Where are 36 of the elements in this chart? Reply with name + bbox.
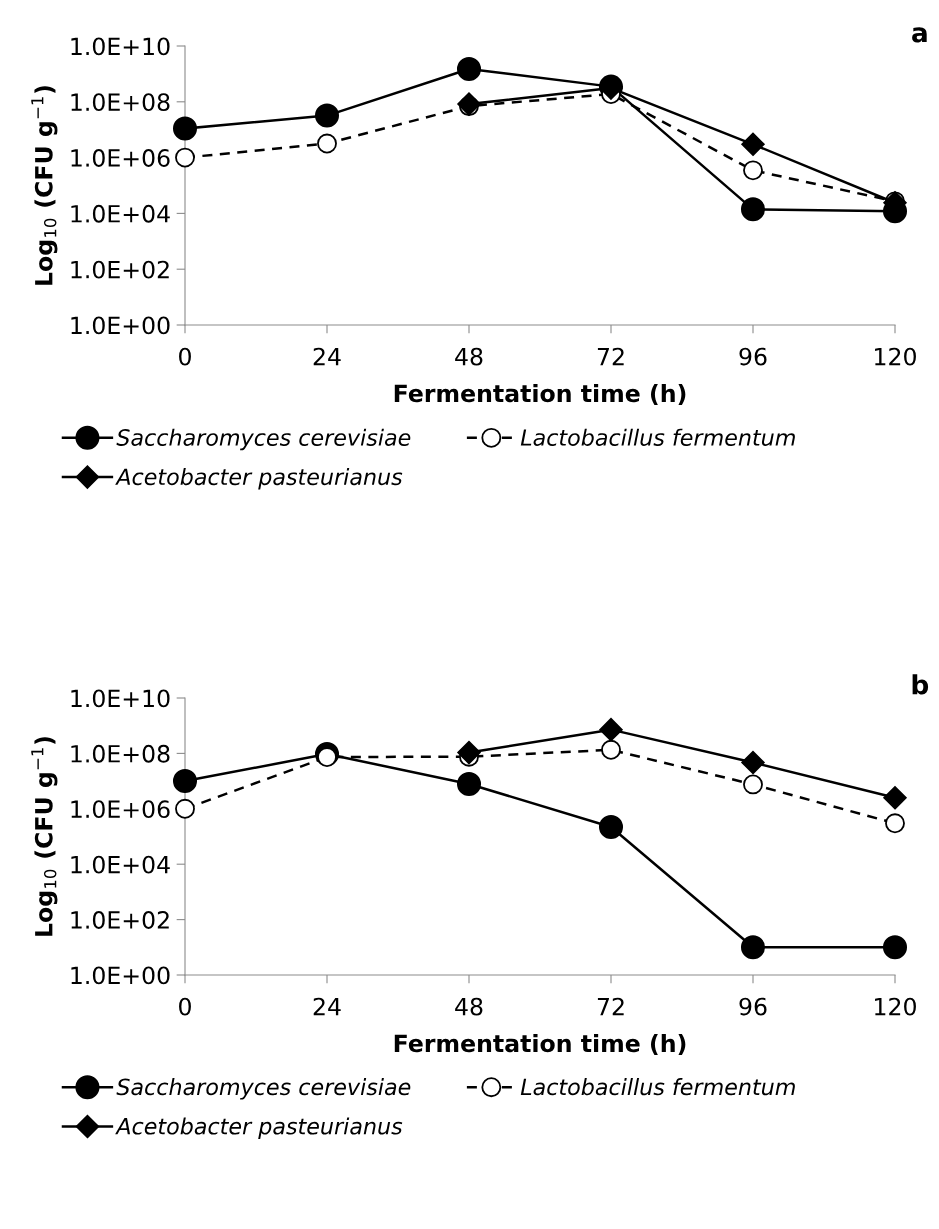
y-tick-label: 1.0E+04 — [71, 204, 170, 223]
y-tick-label: 1.0E+04 — [71, 855, 170, 874]
y-tick-label: 1.0E+00 — [71, 316, 170, 335]
x-tick-label: 96 — [739, 997, 767, 1016]
y-tick-label: 1.0E+06 — [71, 800, 170, 819]
x-tick-label: 24 — [313, 997, 341, 1016]
legend-label: Acetobacter pasteurianus — [115, 467, 403, 490]
x-tick-label: 0 — [179, 347, 191, 366]
x-tick-label: 48 — [455, 347, 483, 366]
x-tick-label: 72 — [597, 997, 624, 1016]
x-tick-label: 120 — [875, 347, 916, 366]
x-tick-label: 0 — [179, 997, 191, 1016]
text: a — [912, 27, 927, 43]
y-tick-label: 1.0E+02 — [71, 260, 169, 279]
y-tick-label: 1.0E+00 — [71, 966, 170, 985]
legend-label: Saccharomyces cerevisiae — [116, 1078, 411, 1100]
y-tick-label: 1.0E+08 — [71, 744, 170, 763]
y-axis-title: Log$_{10}$ (CFU g$^{−1}$) — [31, 737, 58, 936]
legend-label: Acetobacter pasteurianus — [115, 1117, 403, 1139]
x-tick-label: 96 — [739, 347, 767, 366]
x-axis-title: Fermentation time (h) — [394, 1033, 686, 1056]
y-tick-label: 1.0E+02 — [71, 911, 169, 929]
x-axis-title: Fermentation time (h) — [394, 383, 686, 406]
x-tick-label: 48 — [455, 997, 483, 1016]
legend-label: Saccharomyces cerevisiae — [116, 428, 411, 451]
x-tick-label: 120 — [875, 997, 916, 1016]
legend-label: Lactobacillus fermentum — [520, 428, 795, 446]
y-tick-label: 1.0E+10 — [71, 37, 170, 56]
legend-label: Lactobacillus fermentum — [520, 1078, 795, 1096]
y-axis-title: Log$_{10}$ (CFU g$^{−1}$) — [31, 86, 58, 285]
y-tick-label: 1.0E+08 — [71, 93, 170, 112]
x-tick-label: 72 — [597, 347, 624, 366]
x-tick-label: 24 — [313, 347, 341, 366]
y-tick-label: 1.0E+06 — [71, 149, 170, 167]
y-tick-label: 1.0E+10 — [71, 689, 170, 708]
text: b — [912, 674, 929, 695]
